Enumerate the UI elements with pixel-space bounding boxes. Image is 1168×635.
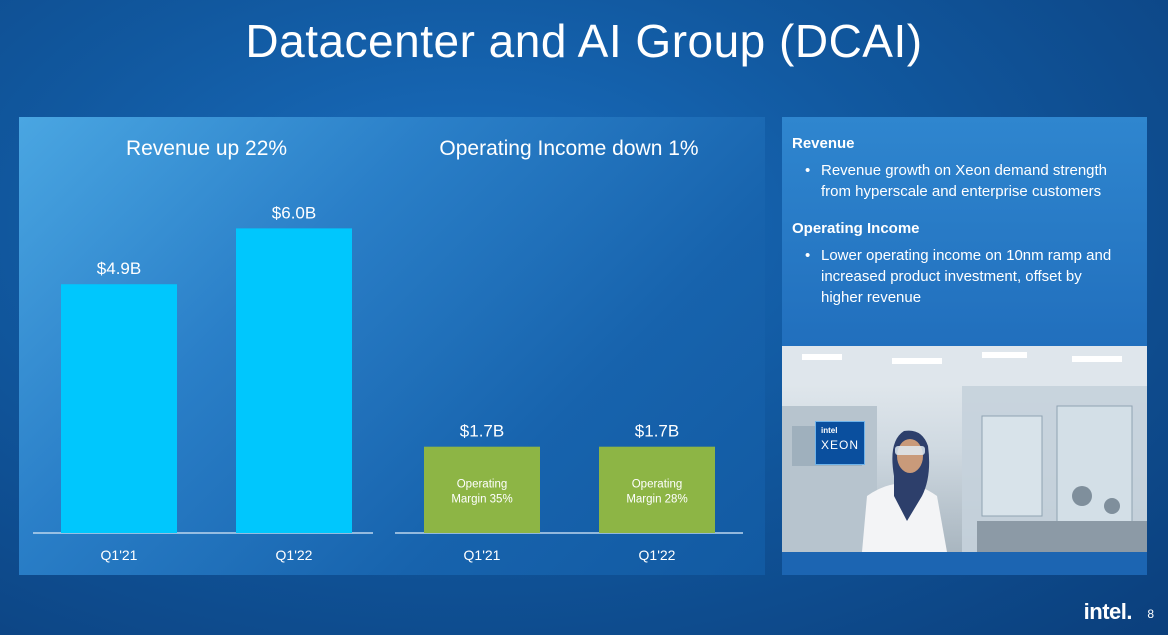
operating-income-chart-title: Operating Income down 1% xyxy=(439,137,699,160)
bar-annotation: Operating xyxy=(457,479,508,491)
operating-income-heading: Operating Income xyxy=(792,220,920,237)
bar xyxy=(61,284,177,533)
operating-income-bullet: • Lower operating income on 10nm ramp an… xyxy=(805,245,1137,308)
bullet-line: from hyperscale and enterprise customers xyxy=(821,183,1102,200)
bullet-line: higher revenue xyxy=(821,289,922,306)
bullet-line: Lower operating income on 10nm ramp and xyxy=(821,247,1112,264)
bullet-icon: • xyxy=(805,247,811,264)
revenue-chart-title: Revenue up 22% xyxy=(125,137,288,160)
bar-annotation: Margin 35% xyxy=(451,494,512,506)
data-label: $4.9B xyxy=(97,259,141,278)
bar xyxy=(424,446,540,533)
bar xyxy=(236,228,352,533)
bullet-icon: • xyxy=(805,162,811,179)
intel-logo: intel. xyxy=(1083,599,1133,624)
bar-charts: $4.9B Q1'21 $6.0B Q1'22 $1.7B Q1'21 Operating M… xyxy=(33,203,743,563)
chart-panel: Revenue up 22% Operating Income down 1% … xyxy=(19,117,765,575)
x-tick-label: Q1'21 xyxy=(101,547,138,563)
photo-footer-strip xyxy=(782,552,1147,575)
revenue-heading: Revenue xyxy=(792,135,855,152)
page-number: 8 xyxy=(1147,607,1154,621)
operating-income-bullets: • Lower operating income on 10nm ramp an… xyxy=(805,245,1137,308)
x-tick-label: Q1'22 xyxy=(276,547,313,563)
badge-product: XEON xyxy=(821,438,860,452)
x-tick-label: Q1'22 xyxy=(639,547,676,563)
lab-photo: intel XEON xyxy=(782,346,1147,552)
lab-scene-image xyxy=(782,346,1147,552)
data-label: $6.0B xyxy=(272,203,316,222)
revenue-bullets: • Revenue growth on Xeon demand strength… xyxy=(805,160,1137,202)
xeon-badge: intel XEON xyxy=(815,421,865,465)
page-title: Datacenter and AI Group (DCAI) xyxy=(245,15,923,67)
commentary-panel: Revenue • Revenue growth on Xeon demand … xyxy=(782,117,1147,346)
revenue-bullet: • Revenue growth on Xeon demand strength… xyxy=(805,160,1137,202)
bar-annotation: Operating xyxy=(632,479,683,491)
bullet-line: Revenue growth on Xeon demand strength xyxy=(821,162,1108,179)
x-tick-label: Q1'21 xyxy=(464,547,501,563)
bar xyxy=(599,446,715,533)
bar-annotation: Margin 28% xyxy=(626,494,687,506)
data-label: $1.7B xyxy=(635,422,679,441)
data-label: $1.7B xyxy=(460,422,504,441)
bullet-line: increased product investment, offset by xyxy=(821,268,1082,285)
badge-brand: intel xyxy=(821,426,838,435)
